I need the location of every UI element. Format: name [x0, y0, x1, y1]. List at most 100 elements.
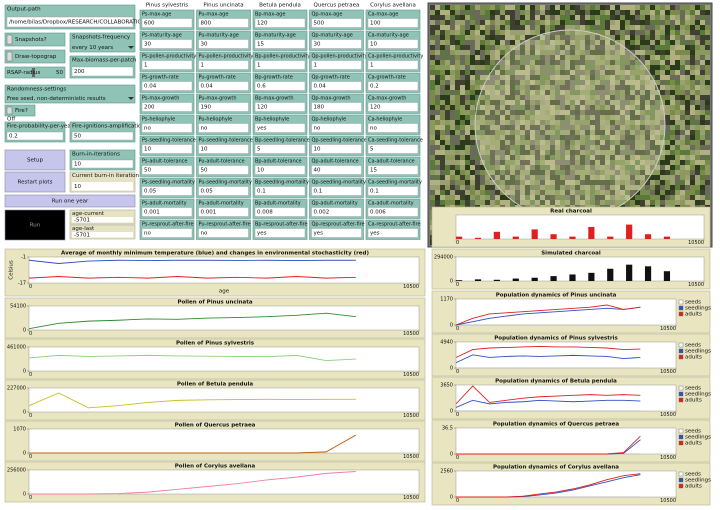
switch-knob: [6, 51, 13, 62]
world-cell: [570, 120, 575, 125]
world-cell: [635, 115, 640, 120]
button[interactable]: [4, 149, 66, 171]
world-cell: [585, 40, 590, 45]
x-tick-label: 0: [456, 240, 459, 246]
world-cell: [610, 100, 615, 105]
world-cell: [495, 190, 500, 195]
world-cell: [460, 20, 465, 25]
bar: [588, 272, 595, 281]
world-cell: [430, 20, 435, 25]
world-cell: [480, 110, 485, 115]
world-cell: [690, 175, 695, 180]
world-cell: [685, 10, 690, 15]
world-cell: [450, 200, 455, 205]
world-cell: [450, 15, 455, 20]
world-cell: [550, 175, 555, 180]
legend-label: seedlings: [685, 392, 711, 398]
world-cell: [540, 160, 545, 165]
y-tick-label: 0: [450, 495, 453, 501]
chooser[interactable]: [4, 84, 136, 104]
world-cell: [525, 10, 530, 15]
world-cell: [480, 40, 485, 45]
world-cell: [670, 80, 675, 85]
button[interactable]: [4, 194, 136, 208]
world-cell: [590, 65, 595, 70]
world-cell: [685, 45, 690, 50]
world-cell: [460, 90, 465, 95]
world-cell: [575, 60, 580, 65]
world-cell: [565, 195, 570, 200]
world-cell: [685, 50, 690, 55]
world-cell: [550, 110, 555, 115]
world-cell: [620, 40, 625, 45]
world-cell: [460, 85, 465, 90]
world-cell: [630, 150, 635, 155]
world-cell: [575, 5, 580, 10]
world-cell: [690, 145, 695, 150]
world-cell: [665, 35, 670, 40]
world-cell: [670, 190, 675, 195]
parameter-field: [367, 186, 419, 196]
switch[interactable]: [4, 104, 36, 117]
world-cell: [575, 175, 580, 180]
parameter-value: 1: [144, 63, 148, 69]
world-cell: [490, 35, 495, 40]
world-cell: [565, 100, 570, 105]
world-cell: [575, 180, 580, 185]
world-cell: [505, 160, 510, 165]
world-cell: [620, 105, 625, 110]
world-cell: [665, 145, 670, 150]
world-cell: [695, 160, 700, 165]
world-cell: [655, 180, 660, 185]
switch[interactable]: [4, 49, 66, 64]
world-cell: [455, 30, 460, 35]
world-cell: [525, 95, 530, 100]
world-cell: [670, 65, 675, 70]
monitor-field: [72, 232, 133, 238]
world-cell: [475, 175, 480, 180]
chooser[interactable]: [69, 32, 136, 53]
world-cell: [605, 70, 610, 75]
world-cell: [695, 5, 700, 10]
world-cell: [480, 135, 485, 140]
plot-title: Population dynamics of Betula pendula: [495, 379, 617, 385]
parameter-label: Bp-seedling-mortality: [255, 180, 309, 186]
parameter-field: [367, 144, 419, 154]
world-cell: [590, 60, 595, 65]
world-cell: [645, 145, 650, 150]
world-cell: [515, 170, 520, 175]
world-cell: [615, 30, 620, 35]
world-cell: [580, 85, 585, 90]
world-cell: [505, 75, 510, 80]
world-cell: [495, 35, 500, 40]
parameter-label: Ps-seedling-tolerance: [142, 138, 196, 144]
x-tick-label: 10500: [660, 412, 676, 418]
parameter-label: Ca-adult-mortality: [368, 201, 414, 207]
world-cell: [475, 55, 480, 60]
switch[interactable]: [4, 32, 66, 47]
world-cell: [675, 135, 680, 140]
world-cell: [480, 200, 485, 205]
world-cell: [620, 100, 625, 105]
world-cell: [535, 75, 540, 80]
world-cell: [610, 90, 615, 95]
world-cell: [575, 140, 580, 145]
world-cell: [650, 155, 655, 160]
parameter-label: Pu-growth-rate: [199, 75, 236, 81]
world-cell: [610, 145, 615, 150]
world-cell: [610, 155, 615, 160]
button[interactable]: [4, 209, 66, 241]
parameter-value: 40: [314, 168, 321, 174]
button[interactable]: [4, 171, 66, 193]
world-cell: [440, 180, 445, 185]
world-cell: [520, 175, 525, 180]
world-cell: [660, 185, 665, 190]
world-cell: [465, 80, 470, 85]
world-cell: [610, 70, 615, 75]
world-cell: [550, 100, 555, 105]
world-cell: [465, 120, 470, 125]
world-cell: [460, 155, 465, 160]
world-cell: [655, 125, 660, 130]
world-cell: [650, 40, 655, 45]
world-cell: [545, 45, 550, 50]
